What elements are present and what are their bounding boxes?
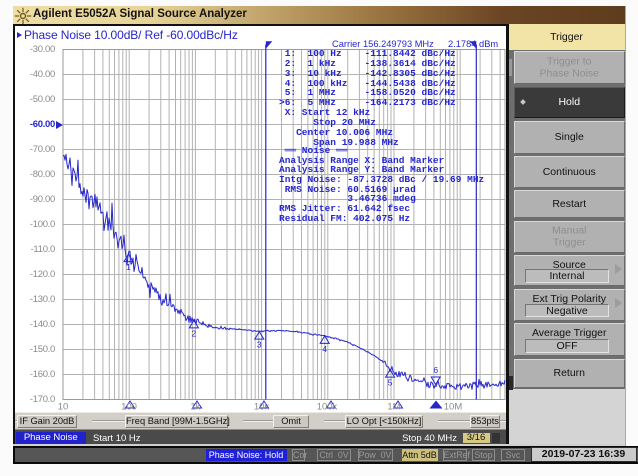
svg-text:10k: 10k [254, 402, 270, 413]
svg-text:5: 5 [388, 378, 393, 388]
svg-text:4: 4 [322, 344, 327, 354]
svg-text:1M: 1M [387, 402, 400, 413]
svg-text:10: 10 [58, 402, 69, 413]
svg-text:3: 3 [257, 340, 262, 350]
svg-text:10M: 10M [444, 402, 463, 413]
svg-text:100k: 100k [317, 402, 338, 413]
svg-text:1: 1 [126, 262, 131, 272]
svg-text:6: 6 [433, 365, 438, 375]
svg-text:100: 100 [121, 402, 137, 413]
svg-text:2: 2 [192, 328, 197, 338]
svg-text:1k: 1k [190, 402, 200, 413]
